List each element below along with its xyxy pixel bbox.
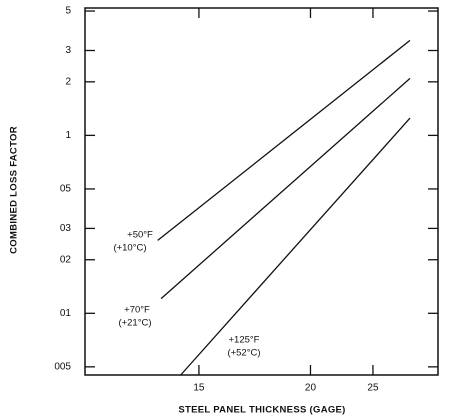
y-tick-label: 03	[60, 223, 72, 234]
line-series	[157, 39, 411, 241]
y-tick-label: 05	[60, 184, 72, 195]
x-tick-label: 20	[305, 383, 317, 394]
y-tick-label: 1	[65, 130, 71, 141]
series-annotation: +125°F	[228, 335, 259, 346]
series-annotation: (+21°C)	[118, 318, 151, 329]
plot-frame	[84, 7, 439, 376]
x-axis-title: STEEL PANEL THICKNESS (GAGE)	[178, 405, 345, 416]
series-annotation: +50°F	[127, 230, 153, 241]
x-tick-label: 15	[193, 383, 205, 394]
y-tick-label: 5	[65, 6, 71, 17]
y-tick-label: 02	[60, 254, 72, 265]
series-annotation: (+10°C)	[113, 243, 146, 254]
x-tick-label: 25	[367, 383, 379, 394]
series-annotation: +70°F	[124, 305, 150, 316]
series-annotation: (+52°C)	[227, 348, 260, 359]
line-series	[160, 77, 411, 300]
y-tick-label: 005	[54, 361, 71, 372]
line-series	[180, 117, 411, 376]
y-tick-label: 2	[65, 76, 71, 87]
y-tick-label: 3	[65, 45, 71, 56]
y-axis-title: COMBINED LOSS FACTOR	[9, 126, 20, 254]
y-tick-label: 01	[60, 308, 72, 319]
